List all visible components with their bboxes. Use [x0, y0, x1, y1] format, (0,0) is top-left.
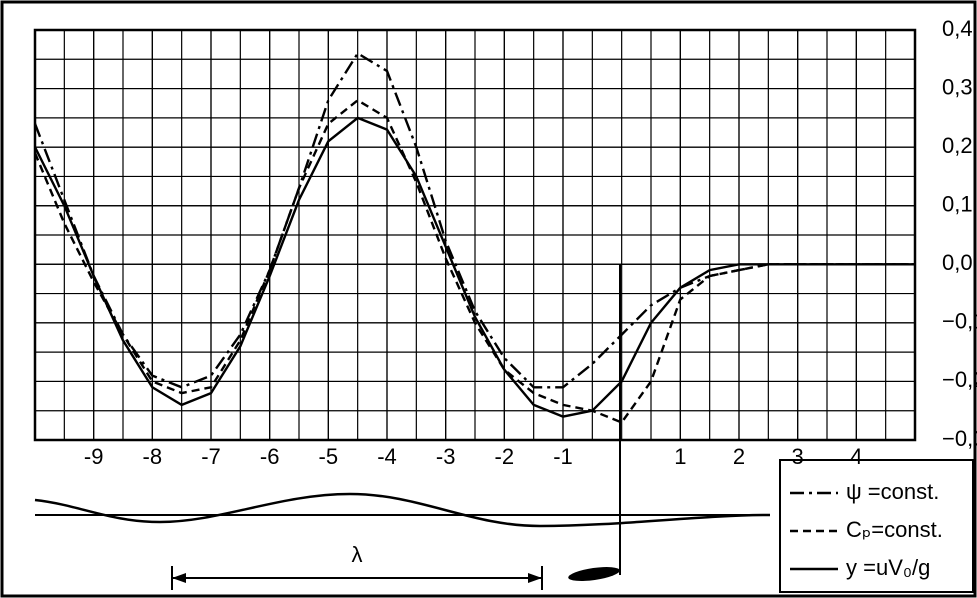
y-tick-label: −0,1	[942, 309, 977, 334]
x-tick-label: -6	[260, 444, 280, 469]
y-tick-label: 0,0	[942, 250, 973, 275]
wing-section	[568, 567, 620, 581]
y-tick-label: −0,2	[942, 367, 977, 392]
wave-label: λ	[352, 542, 363, 567]
legend-label: ψ =const.	[846, 479, 939, 504]
x-tick-label: -9	[84, 444, 104, 469]
x-tick-label: -4	[377, 444, 397, 469]
y-tick-label: 0,2	[942, 133, 973, 158]
y-tick-label: 0,1	[942, 192, 973, 217]
legend-label: Cₚ=const.	[846, 517, 943, 542]
x-tick-label: 3	[792, 444, 804, 469]
x-tick-label: -1	[553, 444, 573, 469]
series-line	[33, 98, 915, 424]
x-tick-label: -2	[495, 444, 515, 469]
x-tick-label: 1	[674, 444, 686, 469]
x-tick-label: -7	[201, 444, 221, 469]
y-tick-label: −0,3	[942, 426, 977, 451]
x-tick-label: 4	[850, 444, 862, 469]
y-tick-label: 0,4	[942, 16, 973, 41]
y-tick-label: 0,3	[942, 74, 973, 99]
x-tick-label: -5	[319, 444, 339, 469]
legend-label: y =uV₀/g	[846, 555, 930, 580]
x-tick-label: 2	[733, 444, 745, 469]
wave-sketch	[34, 492, 771, 528]
x-tick-label: -8	[143, 444, 163, 469]
legend: ψ =const. Cₚ=const. y =uV₀/g	[779, 459, 974, 593]
x-tick-label: -3	[436, 444, 456, 469]
series-line	[33, 116, 915, 418]
